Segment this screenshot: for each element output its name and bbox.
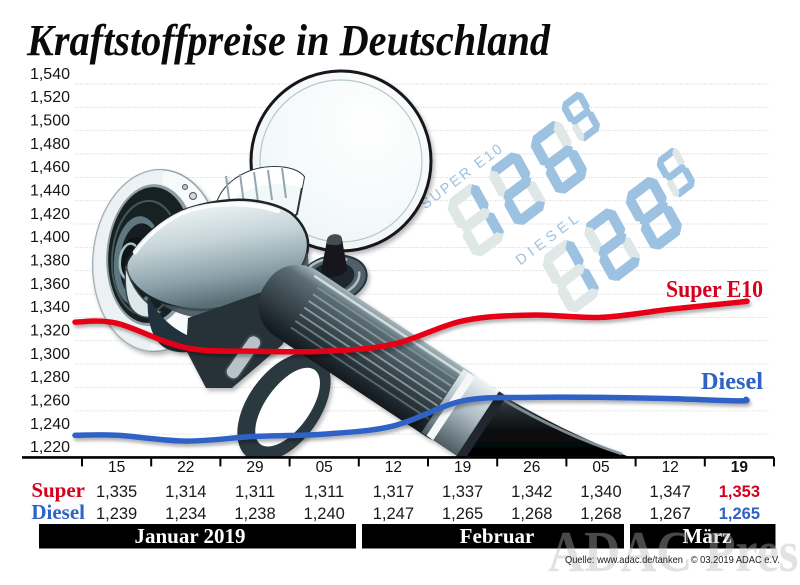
svg-text:1,400: 1,400	[30, 229, 70, 246]
svg-text:05: 05	[592, 459, 609, 476]
svg-text:1,480: 1,480	[30, 136, 70, 153]
svg-text:1,347: 1,347	[650, 483, 691, 501]
svg-text:Januar 2019: Januar 2019	[134, 524, 245, 548]
svg-text:29: 29	[246, 459, 263, 476]
svg-text:1,311: 1,311	[304, 483, 344, 501]
svg-text:1,260: 1,260	[30, 393, 70, 410]
svg-text:1,238: 1,238	[234, 505, 275, 523]
svg-text:05: 05	[316, 459, 333, 476]
svg-text:19: 19	[454, 459, 471, 476]
svg-text:1,280: 1,280	[30, 369, 70, 386]
svg-text:1,268: 1,268	[580, 505, 621, 523]
svg-text:1,520: 1,520	[30, 89, 70, 106]
svg-text:1,239: 1,239	[96, 505, 137, 523]
svg-text:1,342: 1,342	[511, 483, 552, 501]
svg-text:1,317: 1,317	[373, 483, 414, 501]
svg-text:26: 26	[523, 459, 540, 476]
svg-text:1,265: 1,265	[719, 505, 760, 523]
svg-text:1,311: 1,311	[235, 483, 275, 501]
svg-text:1,267: 1,267	[650, 505, 691, 523]
svg-text:1,314: 1,314	[165, 483, 206, 501]
svg-text:Diesel: Diesel	[31, 500, 85, 524]
svg-text:März: März	[683, 524, 732, 548]
svg-text:Diesel: Diesel	[701, 369, 763, 395]
svg-text:1,240: 1,240	[30, 416, 70, 433]
svg-text:Super: Super	[31, 478, 85, 502]
svg-text:Kraftstoffpreise in Deutschlan: Kraftstoffpreise in Deutschland	[26, 16, 551, 65]
svg-text:1,460: 1,460	[30, 159, 70, 176]
svg-text:1,500: 1,500	[30, 113, 70, 130]
svg-text:1,335: 1,335	[96, 483, 137, 501]
svg-text:1,220: 1,220	[30, 439, 70, 456]
svg-text:19: 19	[731, 459, 749, 476]
svg-text:1,265: 1,265	[442, 505, 483, 523]
svg-text:1,268: 1,268	[511, 505, 552, 523]
svg-text:1,360: 1,360	[30, 276, 70, 293]
svg-text:ADAC Presse: ADAC Presse	[548, 519, 800, 580]
svg-text:1,340: 1,340	[30, 299, 70, 316]
svg-text:Quelle: www.adac.de/tanken ©: Quelle: www.adac.de/tanken © 03.2019 ADA…	[565, 554, 780, 566]
svg-text:1,380: 1,380	[30, 253, 70, 270]
svg-text:1,240: 1,240	[304, 505, 345, 523]
svg-text:Super E10: Super E10	[666, 277, 763, 303]
svg-text:Februar: Februar	[460, 524, 535, 548]
svg-text:12: 12	[385, 459, 402, 476]
svg-text:1,340: 1,340	[580, 483, 621, 501]
svg-text:22: 22	[177, 459, 194, 476]
svg-text:1,247: 1,247	[373, 505, 414, 523]
svg-text:1,337: 1,337	[442, 483, 483, 501]
svg-text:1,540: 1,540	[30, 66, 70, 83]
svg-text:1,353: 1,353	[719, 483, 760, 501]
svg-text:1,440: 1,440	[30, 183, 70, 200]
svg-text:15: 15	[108, 459, 125, 476]
svg-text:1,320: 1,320	[30, 323, 70, 340]
svg-text:1,300: 1,300	[30, 346, 70, 363]
svg-text:12: 12	[662, 459, 679, 476]
svg-text:1,234: 1,234	[165, 505, 206, 523]
svg-text:1,420: 1,420	[30, 206, 70, 223]
